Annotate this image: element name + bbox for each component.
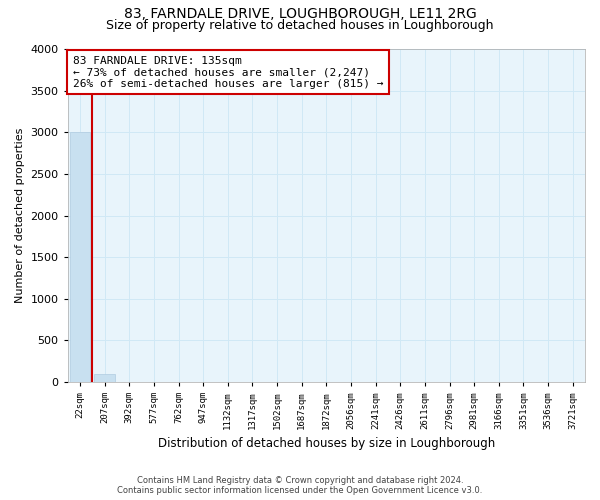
Bar [94, 374, 115, 382]
Text: 83 FARNDALE DRIVE: 135sqm
← 73% of detached houses are smaller (2,247)
26% of se: 83 FARNDALE DRIVE: 135sqm ← 73% of detac… [73, 56, 383, 89]
Text: Contains HM Land Registry data © Crown copyright and database right 2024.
Contai: Contains HM Land Registry data © Crown c… [118, 476, 482, 495]
Text: 83, FARNDALE DRIVE, LOUGHBOROUGH, LE11 2RG: 83, FARNDALE DRIVE, LOUGHBOROUGH, LE11 2… [124, 8, 476, 22]
X-axis label: Distribution of detached houses by size in Loughborough: Distribution of detached houses by size … [158, 437, 495, 450]
Y-axis label: Number of detached properties: Number of detached properties [15, 128, 25, 303]
Bar [70, 132, 91, 382]
Text: Size of property relative to detached houses in Loughborough: Size of property relative to detached ho… [106, 19, 494, 32]
